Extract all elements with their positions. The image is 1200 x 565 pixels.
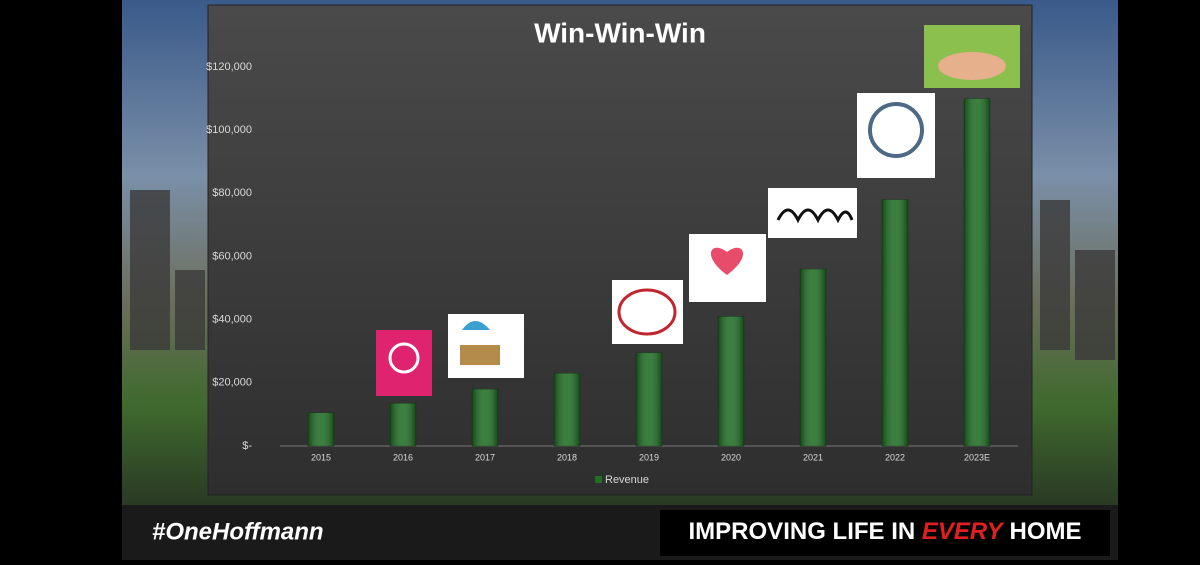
family-hands-icon-hands	[938, 52, 1006, 80]
family-icon-heart	[710, 247, 744, 275]
bar	[553, 373, 581, 447]
legend-swatch	[595, 476, 602, 483]
bar	[307, 412, 335, 447]
chart-title: Win-Win-Win	[534, 17, 706, 48]
x-tick-label: 2015	[311, 452, 331, 462]
y-tick-label: $100,000	[206, 124, 252, 136]
y-tick-label: $40,000	[212, 314, 252, 326]
y-tick-label: $-	[242, 440, 252, 452]
y-tick-label: $60,000	[212, 250, 252, 262]
x-tick-label: 2016	[393, 452, 413, 462]
y-tick-label: $120,000	[206, 61, 252, 73]
slogan-box	[660, 510, 1110, 556]
bar	[963, 98, 991, 447]
university-icon-wreath	[868, 102, 924, 158]
x-tick-label: 2019	[639, 452, 659, 462]
health-icon	[376, 330, 432, 396]
x-tick-label: 2021	[803, 452, 823, 462]
slogan-emphasis: EVERY	[922, 518, 1005, 545]
y-tick-label: $80,000	[212, 187, 252, 199]
beach-icon-box	[460, 345, 500, 365]
legend-label: Revenue	[605, 474, 649, 486]
x-tick-label: 2023E	[964, 452, 990, 462]
holidays-icon-script	[776, 208, 854, 224]
x-tick-label: 2017	[475, 452, 495, 462]
beach-icon-umbrella	[462, 321, 490, 330]
picture-icons	[376, 25, 1020, 396]
slogan-start: IMPROVING LIFE IN	[689, 518, 916, 545]
bar	[389, 403, 417, 447]
x-tick-label: 2020	[721, 452, 741, 462]
slogan-end: HOME	[1009, 518, 1081, 545]
hashtag: #OneHoffmann	[152, 518, 324, 545]
bar	[799, 268, 827, 447]
slogan: IMPROVING LIFE IN EVERY HOME	[689, 518, 1082, 545]
x-tick-label: 2022	[885, 452, 905, 462]
bar	[471, 388, 499, 447]
health-icon-mark	[388, 342, 420, 374]
bar	[881, 199, 909, 447]
retired-icon-stamp	[617, 288, 677, 336]
x-tick-label: 2018	[557, 452, 577, 462]
bar	[717, 316, 745, 447]
y-tick-label: $20,000	[212, 377, 252, 389]
skyline	[130, 190, 1115, 360]
bar	[635, 352, 663, 447]
